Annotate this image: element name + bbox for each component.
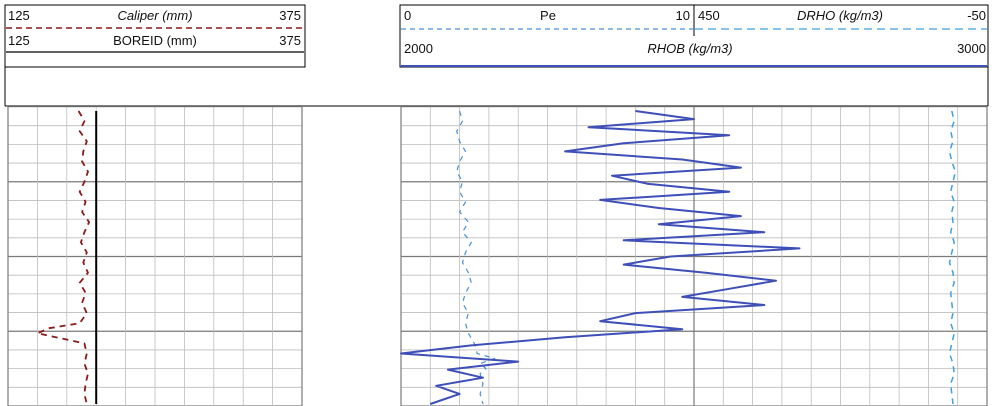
track2-grid [400, 106, 988, 406]
caliper-curve [36, 110, 90, 405]
drho-max-label: -50 [967, 8, 986, 23]
log-curves [36, 110, 957, 405]
pe-title: Pe [540, 8, 556, 23]
caliper-max-label: 375 [279, 8, 301, 23]
drho-title: DRHO (kg/m3) [797, 8, 883, 23]
track1-header-box [4, 4, 306, 68]
boreid-max-label: 375 [279, 33, 301, 48]
pe-min-label: 0 [404, 8, 411, 23]
drho-curve [948, 110, 957, 405]
boreid-title: BOREID (mm) [113, 33, 197, 48]
boreid-min-label: 125 [8, 33, 30, 48]
drho-min-label: 450 [698, 8, 720, 23]
pe-max-label: 10 [676, 8, 690, 23]
rhob-title: RHOB (kg/m3) [647, 41, 732, 56]
rhob-min-label: 2000 [404, 41, 433, 56]
caliper-min-label: 125 [8, 8, 30, 23]
pe-curve [456, 110, 496, 405]
rhob-curve [400, 110, 801, 405]
track1-grid [7, 106, 303, 406]
caliper-title: Caliper (mm) [117, 8, 192, 23]
rhob-max-label: 3000 [957, 41, 986, 56]
